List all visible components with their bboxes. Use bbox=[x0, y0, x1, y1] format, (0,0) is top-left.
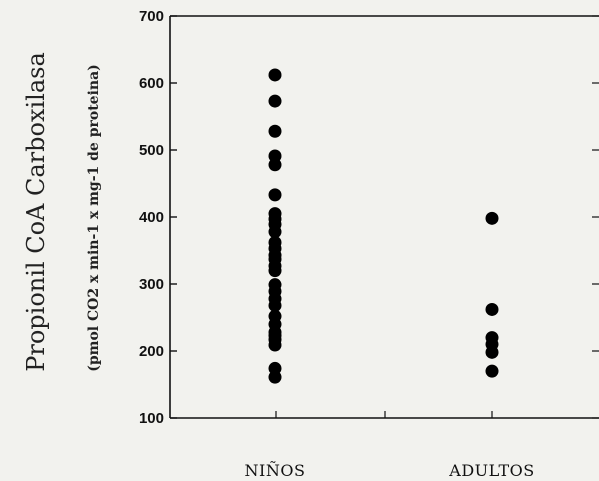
x-category-label-1: ADULTOS bbox=[448, 461, 534, 480]
data-point-niños-2 bbox=[268, 124, 282, 138]
y-tick-label-700: 700 bbox=[139, 8, 164, 25]
x-category-label-0: NIÑOS bbox=[245, 460, 306, 480]
y-tick-label-500: 500 bbox=[139, 142, 164, 159]
y-tick-label-600: 600 bbox=[139, 75, 164, 92]
data-point-niños-15 bbox=[268, 264, 282, 278]
x-categories: NIÑOS ADULTOS bbox=[245, 460, 535, 480]
y-tick-label-400: 400 bbox=[139, 209, 164, 226]
y-tick-label-100: 100 bbox=[139, 410, 164, 427]
data-point-adultos-1 bbox=[485, 302, 499, 316]
y-tick-label-200: 200 bbox=[139, 343, 164, 360]
y-axis-title: Propionil CoA Carboxilasa bbox=[22, 52, 50, 372]
y-ticks: 100 200 300 400 500 600 700 bbox=[139, 8, 599, 427]
data-point-niños-27 bbox=[268, 370, 282, 384]
data-point-niños-19 bbox=[268, 298, 282, 312]
data-point-adultos-4 bbox=[485, 345, 499, 359]
data-point-niños-25 bbox=[268, 338, 282, 352]
data-point-niños-4 bbox=[268, 158, 282, 172]
data-points bbox=[268, 68, 499, 384]
data-point-niños-5 bbox=[268, 188, 282, 202]
data-point-adultos-5 bbox=[485, 364, 499, 378]
y-axis-units: (pmol CO2 x min-1 x mg-1 de proteina) bbox=[86, 64, 102, 372]
data-point-niños-1 bbox=[268, 94, 282, 108]
data-point-niños-9 bbox=[268, 225, 282, 239]
data-point-adultos-0 bbox=[485, 211, 499, 225]
data-point-niños-0 bbox=[268, 68, 282, 82]
y-tick-label-300: 300 bbox=[139, 276, 164, 293]
